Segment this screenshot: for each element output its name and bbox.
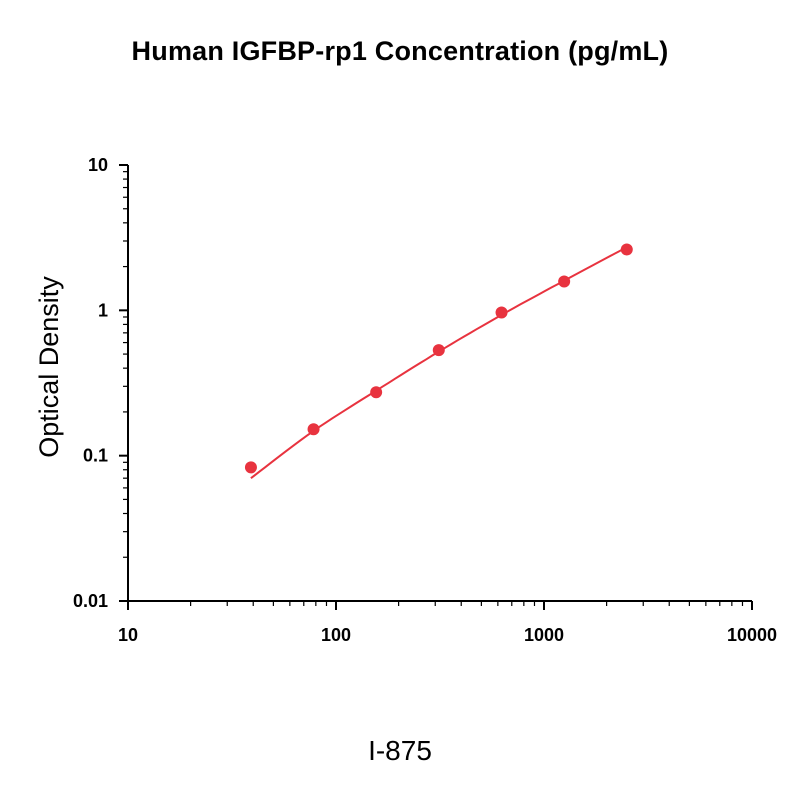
data-point bbox=[495, 306, 508, 319]
chart-axes: 10 100 1000 10000 0.01 0.1 1 10 bbox=[73, 155, 777, 645]
y-tick-label: 0.1 bbox=[83, 446, 108, 466]
x-tick-label: 10000 bbox=[727, 625, 777, 645]
fit-curve-layer bbox=[250, 246, 628, 479]
x-tick-label: 100 bbox=[321, 625, 351, 645]
fit-curve bbox=[250, 246, 628, 479]
data-points-layer bbox=[244, 243, 633, 474]
data-point bbox=[244, 461, 257, 474]
x-tick-label: 10 bbox=[118, 625, 138, 645]
y-tick-label: 1 bbox=[98, 300, 108, 320]
y-axis-label-layer: Optical Density bbox=[34, 276, 64, 458]
y-tick-label: 10 bbox=[88, 155, 108, 175]
data-point bbox=[620, 243, 633, 256]
data-point bbox=[370, 386, 383, 399]
y-axis-label: Optical Density bbox=[34, 276, 64, 458]
data-point bbox=[558, 275, 571, 288]
y-tick-label: 0.01 bbox=[73, 591, 108, 611]
product-code: I-875 bbox=[368, 735, 432, 766]
x-tick-label: 1000 bbox=[524, 625, 564, 645]
data-point bbox=[307, 423, 320, 436]
data-point bbox=[432, 344, 445, 357]
chart-title: Human IGFBP-rp1 Concentration (pg/mL) bbox=[131, 36, 669, 66]
